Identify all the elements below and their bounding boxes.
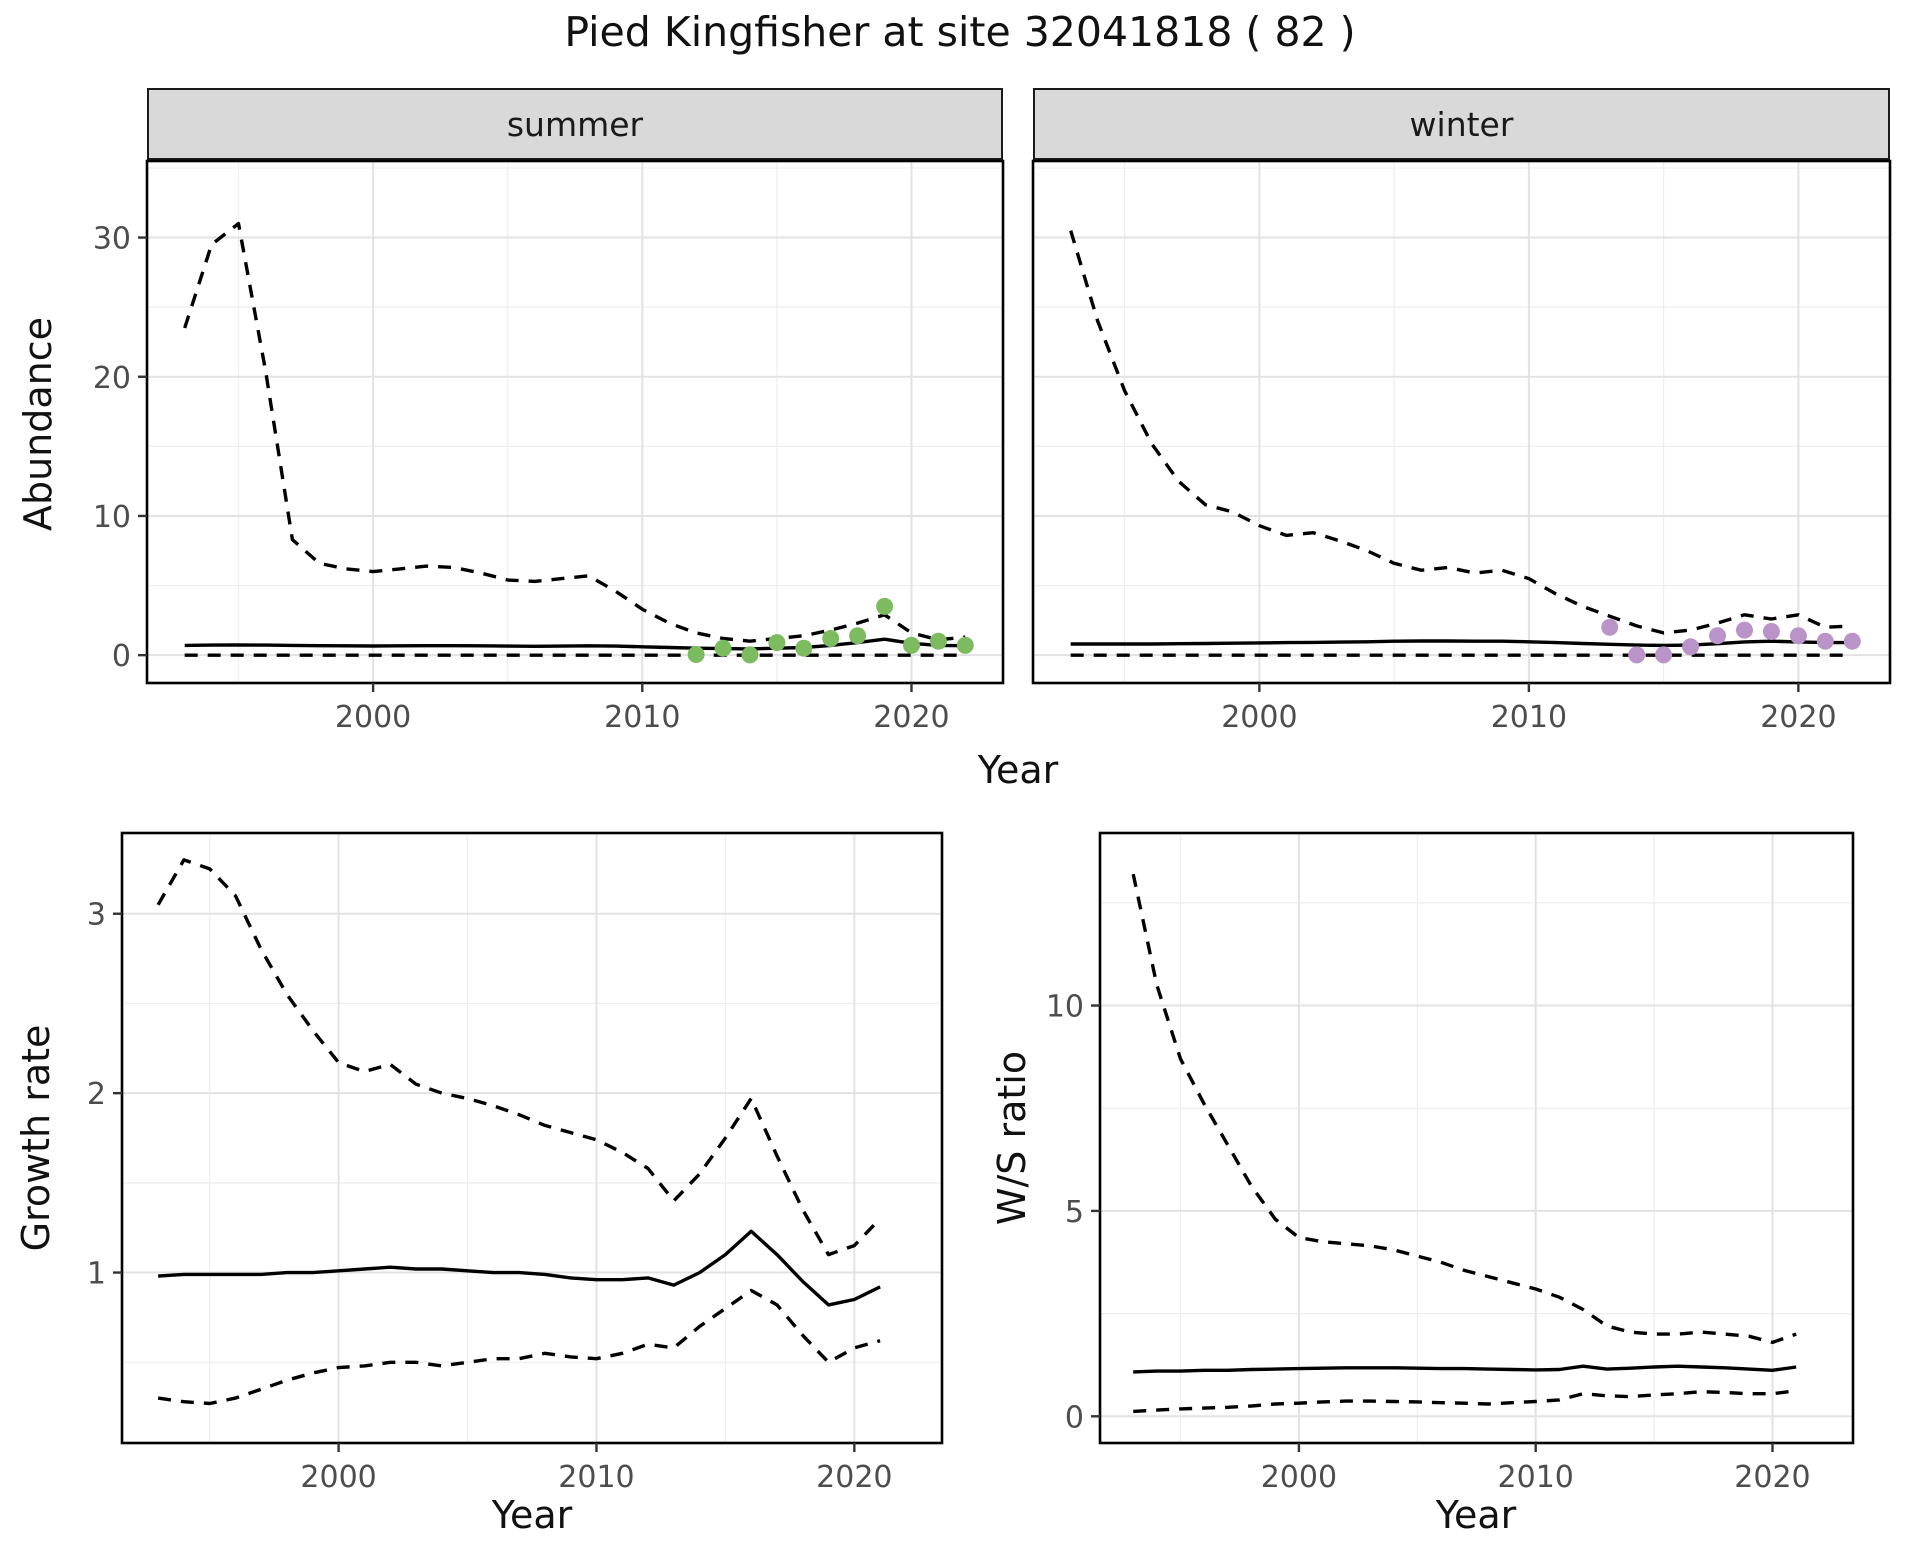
svg-text:1: 1 — [87, 1257, 106, 1292]
facet-strip-summer-label: summer — [506, 104, 644, 144]
svg-text:2010: 2010 — [558, 1460, 634, 1495]
svg-text:2020: 2020 — [873, 700, 949, 735]
svg-text:2000: 2000 — [335, 700, 411, 735]
growth-rate-chart: 2000 2010 2020 1 2 3 — [87, 831, 944, 1495]
svg-text:2: 2 — [87, 1077, 106, 1112]
svg-text:2000: 2000 — [1221, 700, 1297, 735]
abundance-summer-chart: 2000 2010 2020 0 10 20 30 — [93, 159, 1005, 735]
svg-text:0: 0 — [1065, 1400, 1084, 1435]
svg-text:20: 20 — [93, 361, 131, 396]
year-axis-title-ws: Year — [1435, 1493, 1517, 1537]
svg-text:0: 0 — [112, 639, 131, 674]
page-title: Pied Kingfisher at site 32041818 ( 82 ) — [564, 8, 1356, 56]
svg-text:2020: 2020 — [1734, 1460, 1810, 1495]
year-axis-title-top: Year — [977, 748, 1059, 792]
svg-text:2010: 2010 — [604, 700, 680, 735]
svg-text:10: 10 — [93, 500, 131, 535]
svg-text:10: 10 — [1046, 990, 1084, 1025]
growth-rate-axis-title: Growth rate — [14, 1024, 58, 1252]
svg-text:2000: 2000 — [300, 1460, 376, 1495]
facet-strip-winter-label: winter — [1409, 104, 1514, 144]
svg-text:5: 5 — [1065, 1195, 1084, 1230]
year-axis-title-growth: Year — [491, 1493, 573, 1537]
svg-text:2000: 2000 — [1261, 1460, 1337, 1495]
svg-text:2020: 2020 — [1760, 700, 1836, 735]
ws-ratio-chart: 2000 2010 2020 0 5 10 — [1046, 831, 1855, 1495]
facet-strip-summer: summer — [147, 88, 1003, 160]
facet-strip-winter: winter — [1033, 88, 1890, 160]
abundance-winter-chart: 2000 2010 2020 — [1031, 159, 1892, 735]
svg-text:3: 3 — [87, 898, 106, 933]
svg-text:2010: 2010 — [1498, 1460, 1574, 1495]
abundance-axis-title: Abundance — [16, 316, 60, 532]
svg-text:2020: 2020 — [816, 1460, 892, 1495]
svg-text:30: 30 — [93, 222, 131, 257]
svg-text:2010: 2010 — [1491, 700, 1567, 735]
